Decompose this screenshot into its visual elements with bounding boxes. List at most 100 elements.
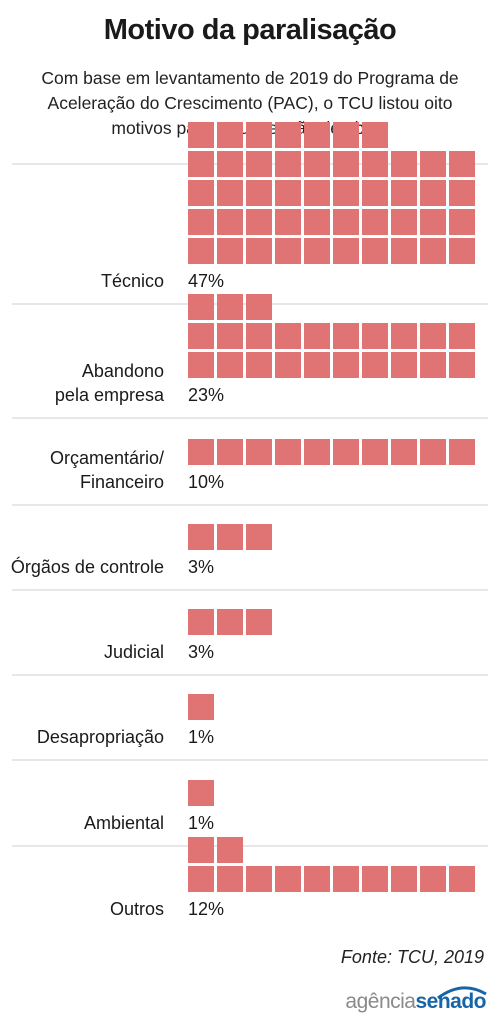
waffle-cell — [362, 352, 388, 378]
value-label: 12% — [188, 899, 224, 919]
value-label: 3% — [188, 642, 214, 662]
waffle-cell — [391, 323, 417, 349]
waffle-cell — [304, 352, 330, 378]
category-label: Financeiro — [80, 472, 164, 492]
category-label: Abandono — [82, 361, 164, 381]
waffle-cell — [217, 866, 243, 892]
logo-part-agencia: agência — [345, 990, 416, 1013]
waffle-cell — [391, 180, 417, 206]
chart-title: Motivo da paralisação — [103, 14, 397, 46]
waffle-cell — [420, 323, 446, 349]
waffle-cell — [246, 151, 272, 177]
waffle-cell — [333, 151, 359, 177]
value-label: 1% — [188, 727, 214, 747]
waffle-cell — [188, 122, 214, 148]
waffle-cell — [246, 323, 272, 349]
waffle-cell — [362, 323, 388, 349]
category-label: Órgãos de controle — [11, 556, 164, 577]
category-label: Orçamentário/ — [50, 448, 164, 468]
waffle-cell — [275, 151, 301, 177]
waffle-cell — [362, 180, 388, 206]
waffle-cell — [246, 180, 272, 206]
waffle-cell — [275, 439, 301, 465]
value-label: 3% — [188, 557, 214, 577]
value-label: 23% — [188, 385, 224, 405]
waffle-cell — [304, 122, 330, 148]
waffle-cell — [217, 294, 243, 320]
waffle-cell — [188, 323, 214, 349]
waffle-cell — [246, 524, 272, 550]
waffle-cell — [362, 209, 388, 235]
waffle-cell — [246, 609, 272, 635]
waffle-cell — [217, 122, 243, 148]
waffle-cell — [246, 294, 272, 320]
category-label: Judicial — [104, 642, 164, 662]
waffle-cell — [449, 180, 475, 206]
waffle-cell — [333, 209, 359, 235]
waffle-cell — [449, 866, 475, 892]
waffle-cell — [420, 180, 446, 206]
waffle-cell — [391, 209, 417, 235]
waffle-cell — [391, 238, 417, 264]
waffle-cell — [449, 352, 475, 378]
waffle-cell — [304, 439, 330, 465]
waffle-cell — [333, 323, 359, 349]
waffle-cell — [275, 122, 301, 148]
waffle-cell — [333, 352, 359, 378]
waffle-cell — [246, 122, 272, 148]
value-label: 10% — [188, 472, 224, 492]
waffle-cell — [449, 323, 475, 349]
waffle-cell — [420, 866, 446, 892]
waffle-cell — [246, 209, 272, 235]
waffle-cell — [304, 180, 330, 206]
waffle-cell — [246, 238, 272, 264]
waffle-cell — [362, 122, 388, 148]
waffle-cell — [420, 238, 446, 264]
waffle-cell — [275, 323, 301, 349]
waffle-cell — [449, 439, 475, 465]
waffle-cell — [304, 866, 330, 892]
waffle-cell — [188, 439, 214, 465]
waffle-cell — [333, 238, 359, 264]
waffle-cell — [449, 151, 475, 177]
category-label: Ambiental — [84, 813, 164, 833]
category-label: Outros — [110, 899, 164, 919]
waffle-cell — [304, 151, 330, 177]
waffle-cell — [333, 866, 359, 892]
waffle-cell — [275, 238, 301, 264]
waffle-cell — [391, 352, 417, 378]
waffle-cell — [217, 837, 243, 863]
waffle-cell — [217, 524, 243, 550]
waffle-cell — [420, 151, 446, 177]
waffle-cell — [246, 439, 272, 465]
waffle-cell — [188, 609, 214, 635]
waffle-cell — [333, 180, 359, 206]
waffle-cell — [217, 439, 243, 465]
waffle-cell — [362, 238, 388, 264]
waffle-cell — [217, 180, 243, 206]
waffle-cell — [420, 352, 446, 378]
waffle-cell — [217, 323, 243, 349]
waffle-cell — [333, 439, 359, 465]
waffle-cell — [217, 238, 243, 264]
waffle-cell — [449, 238, 475, 264]
waffle-cell — [217, 209, 243, 235]
waffle-cell — [304, 238, 330, 264]
waffle-cell — [391, 866, 417, 892]
waffle-cell — [420, 209, 446, 235]
value-label: 1% — [188, 813, 214, 833]
waffle-cell — [391, 151, 417, 177]
waffle-cell — [188, 294, 214, 320]
waffle-cell — [275, 866, 301, 892]
category-label: pela empresa — [55, 385, 165, 405]
waffle-cell — [362, 866, 388, 892]
waffle-cell — [188, 866, 214, 892]
waffle-cell — [275, 209, 301, 235]
category-label: Desapropriação — [37, 727, 164, 747]
waffle-cell — [217, 151, 243, 177]
waffle-cell — [333, 122, 359, 148]
waffle-cell — [246, 866, 272, 892]
waffle-cell — [304, 323, 330, 349]
waffle-cell — [304, 209, 330, 235]
waffle-cell — [420, 439, 446, 465]
